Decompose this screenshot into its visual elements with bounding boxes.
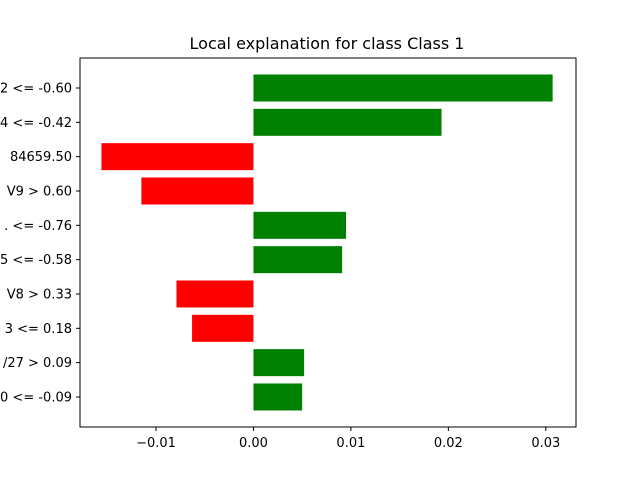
y-tick-label-6: V8 > 0.33 (7, 287, 72, 302)
x-tick-label-2: 0.01 (336, 436, 365, 451)
y-tick-label-5: 5 <= -0.58 (0, 253, 72, 268)
plot-frame (79, 57, 577, 428)
bar-8 (253, 349, 305, 377)
y-tick-label-1: 4 <= -0.42 (0, 116, 72, 131)
bar-9 (253, 383, 303, 411)
y-tick-label-7: 3 <= 0.18 (5, 322, 72, 337)
y-tick-label-0: 2 <= -0.60 (0, 82, 72, 97)
y-tick-label-9: 0 <= -0.09 (0, 390, 72, 405)
x-tick-label-0: −0.01 (136, 436, 176, 451)
x-tick-label-4: 0.03 (531, 436, 560, 451)
bar-2 (101, 143, 254, 171)
y-tick-label-2: 84659.50 (10, 150, 72, 165)
y-tick-label-3: V9 > 0.60 (7, 184, 72, 199)
bar-3 (141, 177, 254, 205)
y-tick-label-4: . <= -0.76 (4, 219, 72, 234)
bar-7 (192, 314, 254, 342)
bar-0 (253, 74, 553, 102)
x-tick-label-1: 0.00 (239, 436, 268, 451)
bar-5 (253, 246, 343, 274)
bars-layer (101, 74, 553, 411)
bar-1 (253, 108, 442, 136)
bar-6 (176, 280, 254, 308)
chart-title: Local explanation for class Class 1 (190, 34, 465, 53)
y-tick-label-8: /27 > 0.09 (3, 356, 72, 371)
bar-4 (253, 211, 347, 239)
axes-layer: 2 <= -0.60 4 <= -0.42 84659.50 V9 > 0.60 . <… (0, 57, 577, 451)
x-tick-label-3: 0.02 (434, 436, 463, 451)
